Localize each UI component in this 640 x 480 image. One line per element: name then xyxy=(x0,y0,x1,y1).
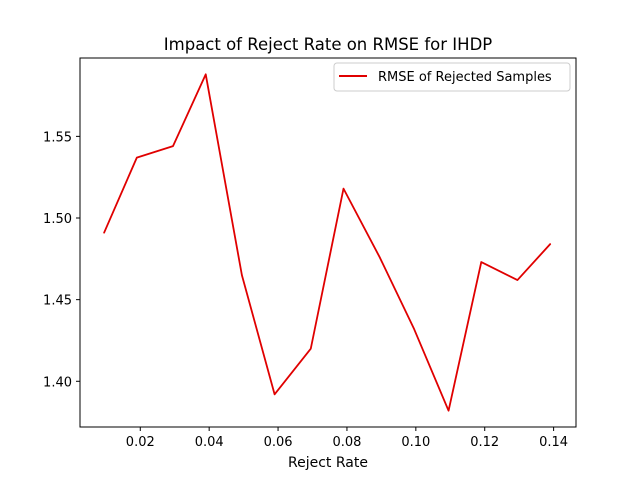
chart-title: Impact of Reject Rate on RMSE for IHDP xyxy=(164,35,492,54)
x-tick-label: 0.02 xyxy=(126,435,155,450)
legend: RMSE of Rejected Samples xyxy=(333,62,571,92)
x-tick-label: 0.04 xyxy=(195,435,224,450)
y-axis: 1.40 1.45 1.50 1.55 xyxy=(43,130,80,390)
x-tick-label: 0.10 xyxy=(401,435,430,450)
plot-area-frame xyxy=(79,57,577,428)
x-tick-label: 0.12 xyxy=(470,435,499,450)
legend-box xyxy=(333,62,571,92)
x-axis: 0.02 0.04 0.06 0.08 0.10 0.12 0.14 xyxy=(126,427,568,450)
y-tick-label: 1.50 xyxy=(43,212,72,227)
x-tick-label: 0.08 xyxy=(332,435,361,450)
series-line-rmse xyxy=(103,73,552,412)
legend-label-rmse: RMSE of Rejected Samples xyxy=(378,70,552,85)
x-tick-label: 0.14 xyxy=(539,435,568,450)
series-layer xyxy=(103,73,552,412)
x-tick-label: 0.06 xyxy=(264,435,293,450)
y-tick-label: 1.55 xyxy=(43,130,72,145)
y-tick-label: 1.40 xyxy=(43,375,72,390)
x-axis-label: Reject Rate xyxy=(288,455,368,471)
y-tick-label: 1.45 xyxy=(43,294,72,309)
